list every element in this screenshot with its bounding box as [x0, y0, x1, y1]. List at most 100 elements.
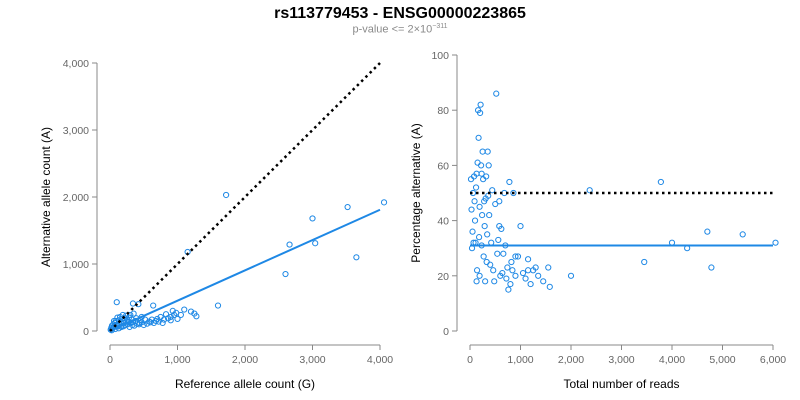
- data-point: [772, 239, 779, 246]
- data-point: [144, 320, 151, 327]
- x-axis-title: Reference allele count (G): [175, 377, 315, 391]
- data-point: [496, 198, 503, 205]
- data-point: [546, 283, 553, 290]
- data-point: [500, 250, 507, 257]
- data-point: [508, 258, 515, 266]
- x-tick-label: 4,000: [367, 354, 393, 366]
- data-point: [471, 217, 479, 224]
- data-point: [482, 278, 489, 285]
- data-point: [309, 215, 316, 222]
- data-point: [512, 272, 519, 279]
- data-point: [517, 223, 524, 230]
- data-point: [527, 280, 534, 288]
- data-point: [524, 267, 532, 274]
- data-point: [708, 264, 715, 271]
- x-tick-label: 6,000: [760, 354, 786, 366]
- data-point: [468, 206, 475, 213]
- x-tick-label: 4,000: [659, 354, 685, 366]
- x-tick-label: 3,000: [299, 354, 325, 366]
- data-point: [519, 269, 527, 277]
- pvalue-subtitle: p-value <= 2×10−311: [0, 23, 800, 36]
- data-point: [150, 302, 157, 309]
- data-point: [491, 278, 498, 285]
- chart-title: rs113779453 - ENSG00000223865: [274, 5, 526, 22]
- data-point: [503, 275, 510, 282]
- data-point: [586, 187, 593, 194]
- data-point: [739, 231, 746, 238]
- y-axis-title: Percentage alternative (A): [409, 123, 423, 262]
- data-point: [484, 148, 491, 155]
- data-point: [286, 241, 293, 248]
- fit-line: [109, 208, 381, 332]
- data-point: [475, 234, 483, 241]
- y-tick-label: 0: [83, 326, 89, 338]
- data-point: [535, 272, 542, 279]
- data-point: [160, 316, 168, 323]
- data-point: [504, 264, 511, 271]
- data-point: [476, 203, 483, 210]
- data-point: [532, 264, 539, 271]
- x-tick-label: 0: [107, 354, 113, 366]
- data-point: [353, 254, 360, 261]
- data-point: [223, 191, 230, 199]
- data-point: [380, 199, 388, 206]
- data-point: [509, 267, 516, 274]
- percentage-alternative-scatter-plot: 0 20 40 60 80 100 0 1,000 2,000 3,000 4,000 5,000 6,…: [409, 50, 786, 391]
- y-tick-label: 40: [437, 216, 449, 228]
- data-point: [484, 231, 491, 238]
- data-point: [110, 317, 118, 325]
- data-point: [545, 264, 552, 271]
- data-point: [129, 300, 137, 307]
- data-point: [187, 308, 195, 315]
- data-point: [312, 240, 319, 247]
- data-point: [486, 211, 493, 219]
- data-point: [469, 228, 476, 235]
- x-tick-label: 2,000: [558, 354, 584, 366]
- data-point: [282, 270, 289, 278]
- data-point: [474, 159, 481, 166]
- data-point: [174, 315, 181, 323]
- data-point: [344, 203, 351, 211]
- data-point: [483, 173, 490, 180]
- data-point: [510, 189, 517, 197]
- data-point: [476, 272, 483, 279]
- y-tick-label: 20: [437, 271, 449, 283]
- data-point: [113, 299, 120, 306]
- data-point: [506, 178, 513, 186]
- y-tick-label: 2,000: [63, 192, 89, 204]
- data-point: [169, 307, 176, 314]
- data-point: [493, 90, 500, 97]
- data-point: [478, 162, 485, 169]
- data-point: [481, 223, 488, 230]
- pvalue-text: p-value <= 2×10: [352, 23, 433, 36]
- data-point: [108, 327, 115, 334]
- data-point: [641, 258, 648, 266]
- data-point: [524, 256, 532, 263]
- x-tick-label: 2,000: [232, 354, 258, 366]
- data-point: [473, 278, 480, 285]
- data-point: [522, 275, 529, 282]
- data-point: [567, 272, 575, 279]
- y-tick-label: 0: [443, 326, 449, 338]
- data-point: [214, 302, 222, 309]
- data-point: [540, 278, 547, 285]
- data-point: [496, 223, 503, 230]
- data-point: [495, 236, 502, 244]
- data-point: [499, 269, 506, 277]
- data-point: [657, 178, 664, 186]
- y-tick-label: 1,000: [63, 259, 89, 271]
- data-point: [514, 253, 522, 260]
- pvalue-exponent: −311: [432, 23, 448, 30]
- data-point: [167, 313, 174, 321]
- y-tick-label: 100: [431, 50, 449, 62]
- reference-line: [109, 62, 381, 332]
- y-axis-title: Alternative allele count (A): [39, 127, 53, 267]
- x-tick-label: 3,000: [608, 354, 634, 366]
- x-tick-label: 0: [467, 354, 473, 366]
- data-point: [181, 306, 188, 313]
- y-tick-label: 60: [437, 160, 449, 172]
- data-point: [193, 313, 200, 320]
- data-point: [167, 317, 174, 324]
- x-tick-label: 1,000: [164, 354, 190, 366]
- data-point: [490, 267, 497, 274]
